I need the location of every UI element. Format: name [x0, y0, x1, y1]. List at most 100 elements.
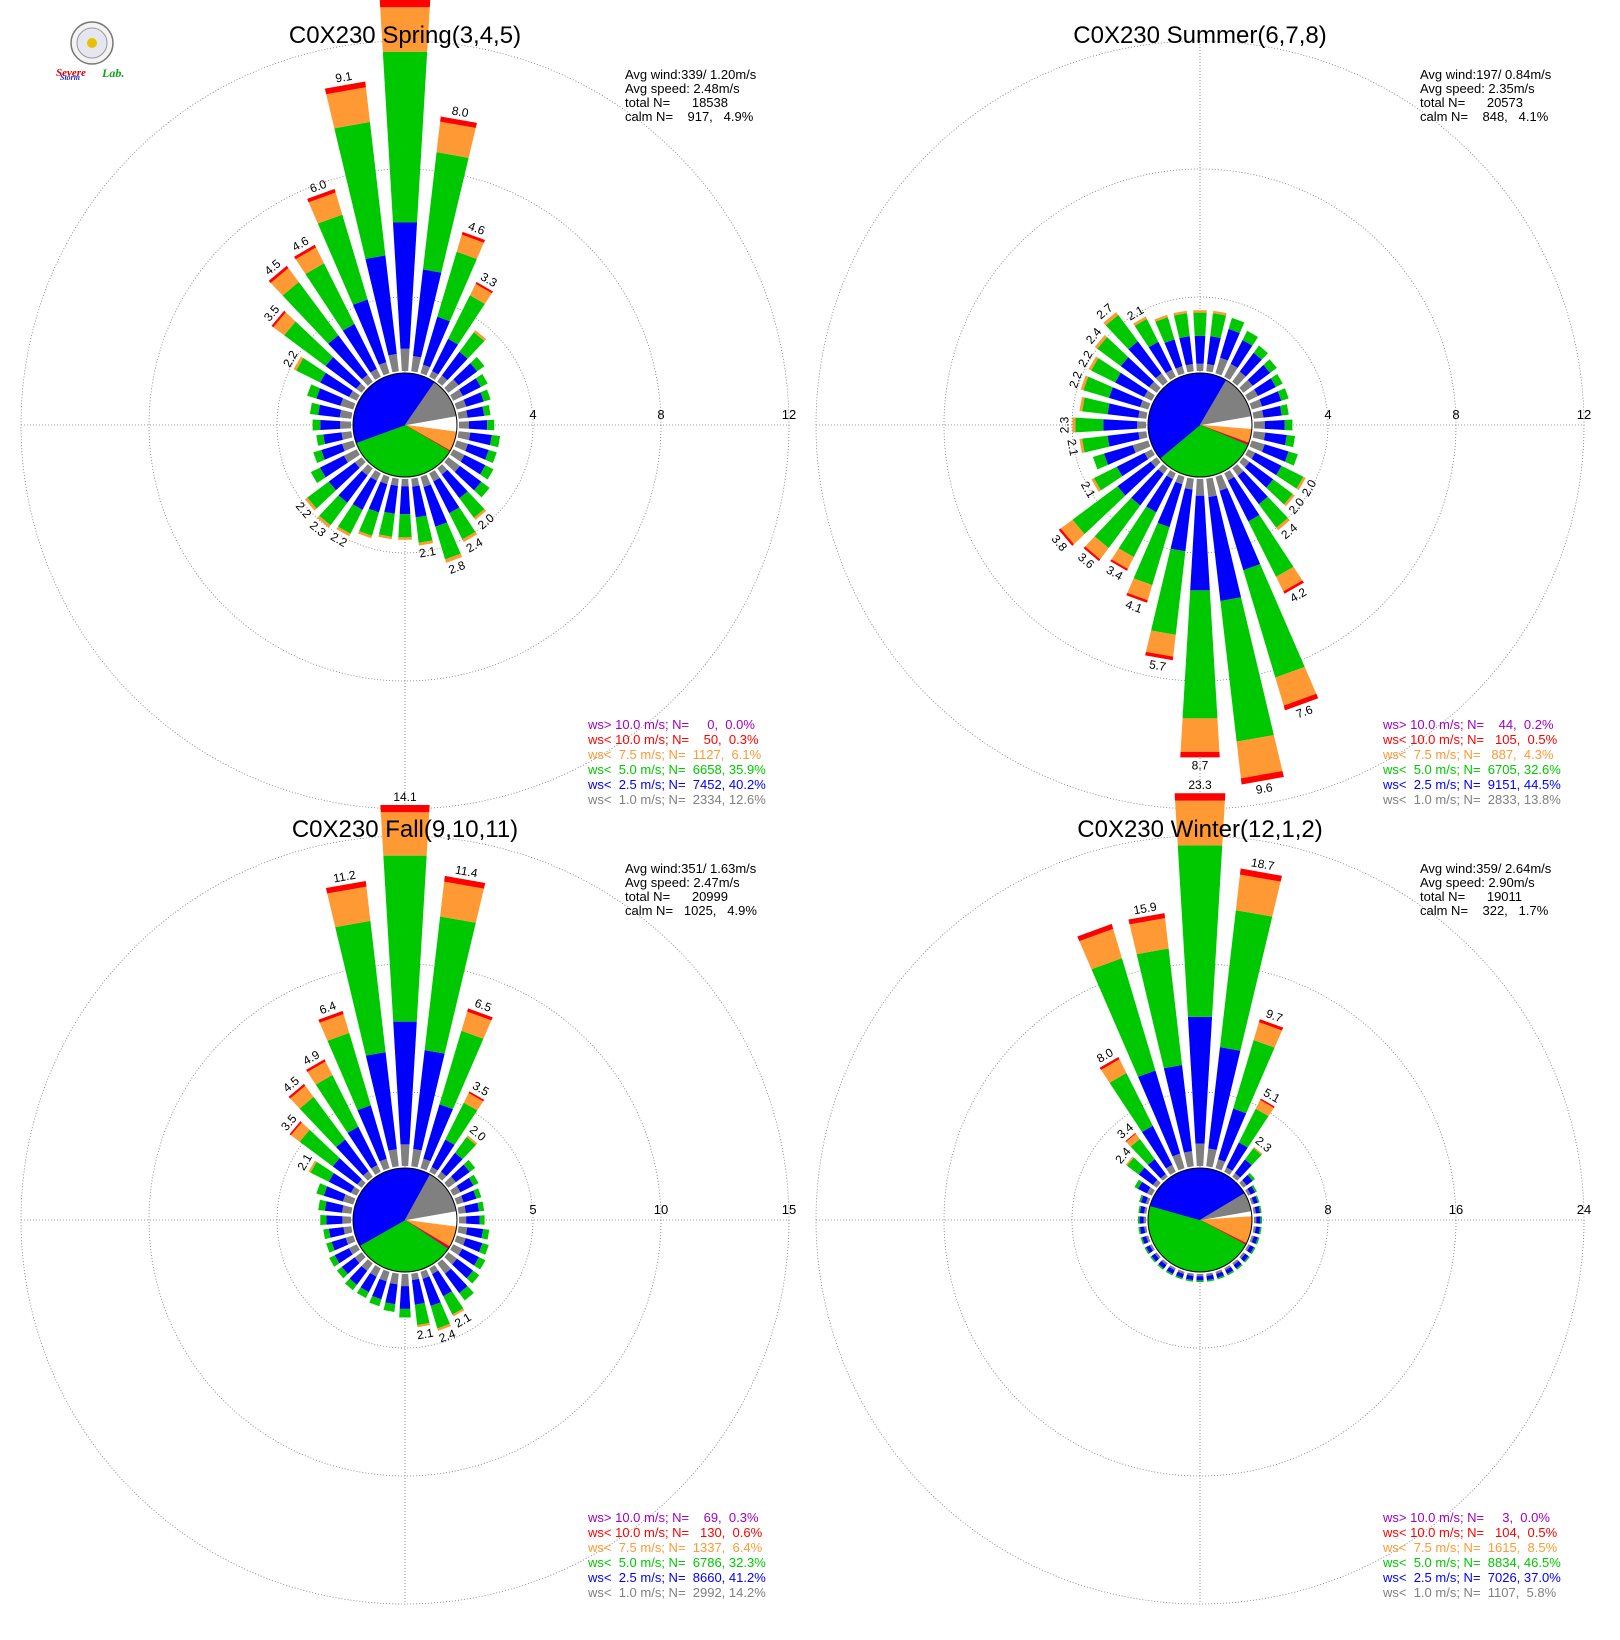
- direction-bar-segment: [1206, 1272, 1214, 1276]
- direction-bar-segment: [437, 375, 448, 386]
- direction-bar-segment: [1151, 548, 1186, 635]
- direction-bar-segment: [270, 268, 299, 296]
- direction-bar-segment: [343, 1226, 353, 1235]
- direction-bar-segment: [331, 1237, 349, 1251]
- ring-circle: [943, 963, 1457, 1477]
- direction-bar-segment: [1133, 522, 1170, 586]
- direction-bar-segment: [310, 1161, 334, 1182]
- direction-bar-segment: [305, 263, 355, 331]
- direction-bar-segment: [463, 392, 484, 407]
- data-label: 2.3: [1057, 416, 1071, 433]
- direction-bar-segment: [369, 1296, 382, 1307]
- direction-bar-segment: [342, 1194, 356, 1205]
- stats-avg-wind: Avg wind:339/ 1.20m/s: [625, 67, 757, 82]
- direction-bar-segment: [1245, 1188, 1251, 1196]
- direction-bar-segment: [1255, 1237, 1260, 1245]
- direction-bar-segment: [1175, 1271, 1184, 1278]
- direction-bar-segment: [452, 1308, 465, 1317]
- direction-bar-segment: [368, 481, 388, 513]
- direction-bar-segment: [309, 402, 320, 415]
- direction-bar-segment: [1215, 1269, 1223, 1274]
- direction-bar-segment: [1256, 1216, 1261, 1224]
- direction-bar-segment: [1140, 1237, 1145, 1245]
- legend-entry: ws< 1.0 m/s; N= 2992, 14.2%: [587, 1585, 766, 1600]
- direction-bar-segment: [1239, 379, 1253, 393]
- direction-bar-segment: [445, 553, 463, 563]
- direction-bar-segment: [1233, 1040, 1275, 1114]
- logo-line3: Lab.: [101, 66, 124, 80]
- direction-bar-segment: [466, 1270, 480, 1284]
- direction-bar-segment: [1232, 1259, 1239, 1266]
- direction-bar-segment: [1233, 1260, 1242, 1269]
- direction-bar-segment: [1244, 461, 1274, 488]
- direction-bar-segment: [473, 330, 487, 341]
- direction-bar-segment: [1258, 1226, 1262, 1235]
- direction-bar-segment: [1255, 1100, 1274, 1117]
- direction-bar-segment: [318, 1199, 327, 1211]
- direction-bar-segment: [293, 356, 304, 371]
- direction-bar-segment: [328, 1173, 355, 1193]
- direction-bar-segment: [420, 474, 431, 488]
- ring-circle: [148, 168, 662, 682]
- direction-bar-segment: [268, 265, 289, 283]
- direction-bar-segment: [1132, 440, 1151, 453]
- data-label: 9.7: [1264, 1006, 1285, 1025]
- direction-bar-segment: [475, 282, 494, 294]
- direction-bar-segment: [463, 1159, 476, 1172]
- direction-bar-segment: [344, 1278, 357, 1291]
- direction-bar-segment: [319, 1014, 350, 1041]
- direction-bar-segment: [1195, 1143, 1205, 1166]
- direction-bar-segment: [361, 374, 373, 386]
- direction-bar-segment: [1243, 564, 1305, 678]
- direction-bar-segment: [354, 1252, 366, 1264]
- direction-bar-segment: [1196, 1280, 1204, 1282]
- legend-entry: ws< 7.5 m/s; N= 1337, 6.4%: [587, 1540, 763, 1555]
- direction-bar-segment: [1251, 1236, 1258, 1245]
- direction-bar-segment: [334, 122, 386, 259]
- direction-bar-segment: [289, 1121, 302, 1136]
- direction-bar-segment: [1240, 770, 1284, 785]
- direction-bar-segment: [307, 384, 321, 399]
- legend-entry: ws< 10.0 m/s; N= 130, 0.6%: [587, 1525, 763, 1540]
- direction-bar-segment: [423, 152, 469, 273]
- ring-circle: [1071, 296, 1329, 554]
- legend-entry: ws< 5.0 m/s; N= 6786, 32.3%: [587, 1555, 766, 1570]
- direction-bar-segment: [1145, 651, 1174, 661]
- direction-bar-segment: [392, 222, 418, 349]
- direction-bar-segment: [361, 464, 373, 476]
- ring-circle: [1071, 1091, 1329, 1349]
- direction-bar-segment: [340, 421, 351, 429]
- direction-bar-segment: [459, 1286, 474, 1301]
- direction-bar-segment: [1240, 1253, 1249, 1262]
- direction-bar-segment: [440, 116, 477, 128]
- direction-bar-segment: [445, 1102, 478, 1145]
- direction-bar-segment: [1254, 378, 1276, 396]
- direction-bar-segment: [1060, 519, 1085, 545]
- data-label: 6.4: [318, 998, 339, 1017]
- direction-bar-segment: [454, 1235, 466, 1246]
- direction-bar-segment: [1249, 399, 1263, 410]
- center-pie-border: [352, 1167, 458, 1273]
- direction-bar-segment: [1284, 451, 1298, 466]
- direction-bar-segment: [1284, 419, 1293, 431]
- logo-line2: Storm: [60, 73, 80, 82]
- direction-bar-segment: [1208, 1047, 1241, 1150]
- direction-bar-segment: [451, 1164, 470, 1183]
- direction-bar-segment: [345, 1235, 356, 1245]
- direction-bar-segment: [1185, 364, 1194, 373]
- ring-circle: [276, 1091, 534, 1349]
- center-pie-slice: [405, 415, 457, 432]
- direction-bar-segment: [463, 1092, 484, 1111]
- direction-bar-segment: [1134, 1179, 1142, 1189]
- direction-bar-segment: [1254, 1226, 1261, 1235]
- direction-bar-segment: [420, 1158, 431, 1171]
- ring-circle: [943, 168, 1457, 682]
- direction-bar-segment: [1215, 1159, 1226, 1171]
- direction-bar-segment: [1175, 474, 1185, 485]
- direction-bar-segment: [365, 255, 397, 356]
- stats-calm: calm N= 848, 4.1%: [1420, 109, 1549, 124]
- direction-bar-segment: [465, 443, 489, 460]
- direction-bar-segment: [1283, 693, 1319, 711]
- direction-bar-segment: [1150, 457, 1161, 468]
